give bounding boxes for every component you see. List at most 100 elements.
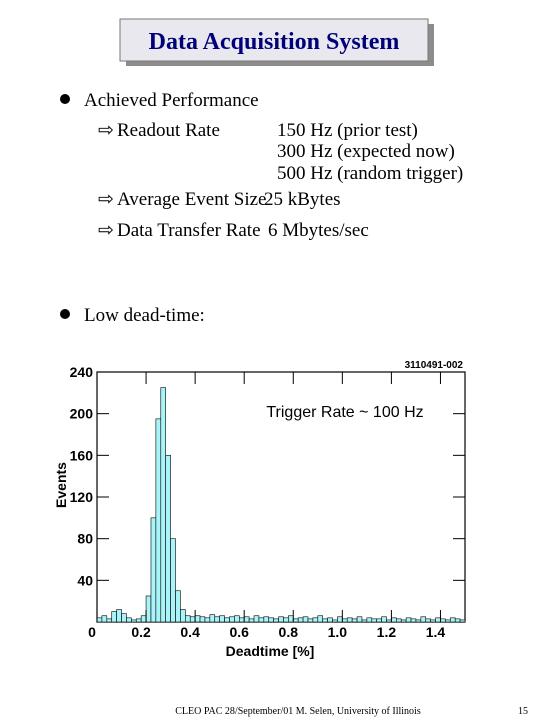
bar	[302, 616, 309, 623]
bar	[288, 615, 294, 623]
bar	[185, 615, 191, 623]
bar	[214, 616, 220, 623]
figure-id: 3110491-002	[405, 360, 464, 371]
bar	[342, 618, 348, 623]
bar	[386, 619, 392, 623]
item-value: 25 kBytes	[264, 189, 341, 210]
y-tick-label: 40	[77, 572, 93, 588]
bar	[351, 618, 358, 623]
item-value: 300 Hz (expected now)	[277, 141, 455, 162]
bar	[155, 418, 162, 623]
bar	[258, 617, 265, 623]
bar	[332, 619, 338, 623]
bar	[229, 616, 235, 623]
bar	[189, 616, 196, 623]
bar	[415, 619, 422, 623]
bar	[361, 619, 368, 623]
bar	[238, 617, 245, 623]
bar	[312, 617, 319, 623]
item-label: Average Event Size	[117, 189, 266, 210]
bar	[322, 618, 328, 623]
bar	[459, 619, 466, 623]
bar	[160, 387, 166, 623]
bar	[425, 618, 431, 623]
x-tick-label: 1.4	[426, 624, 446, 640]
bar	[356, 616, 363, 623]
bar	[268, 617, 274, 623]
bar	[292, 618, 299, 623]
bar	[224, 617, 230, 623]
bar	[96, 617, 103, 623]
bar	[278, 616, 284, 623]
bar	[165, 455, 171, 623]
bar	[219, 615, 225, 623]
bar	[199, 616, 206, 623]
bar	[307, 618, 314, 623]
title: Data Acquisition System	[149, 29, 400, 55]
bar	[263, 616, 270, 623]
y-tick-label: 200	[70, 406, 94, 422]
bar	[346, 617, 353, 623]
bar	[371, 618, 377, 623]
bar	[116, 609, 122, 623]
bar	[106, 618, 113, 623]
bar	[405, 617, 412, 623]
x-tick-label: 1.0	[328, 624, 348, 640]
bullet: Low dead-time:	[84, 305, 205, 326]
bar	[337, 616, 343, 623]
y-tick-label: 240	[70, 364, 94, 380]
bar	[297, 617, 304, 623]
x-tick-label: 0	[88, 624, 96, 640]
bar	[391, 617, 397, 623]
page-number: 15	[518, 706, 528, 717]
x-axis-label: Deadtime [%]	[226, 643, 315, 659]
bar	[400, 619, 407, 623]
bar	[111, 611, 117, 623]
bar	[283, 617, 289, 623]
bar	[135, 618, 142, 623]
bar	[150, 517, 157, 623]
item-value: 150 Hz (prior test)	[277, 120, 418, 141]
item-label: Readout Rate	[117, 120, 220, 141]
bar	[396, 618, 402, 623]
x-tick-label: 0.2	[131, 624, 151, 640]
arrow: ⇨	[98, 120, 114, 141]
item-value: 500 Hz (random trigger)	[277, 163, 463, 184]
bar	[194, 615, 201, 623]
y-tick-label: 120	[70, 489, 94, 505]
bar	[170, 538, 176, 623]
bar	[121, 613, 127, 623]
x-tick-label: 0.6	[229, 624, 249, 640]
bar	[366, 617, 373, 623]
footer: CLEO PAC 28/September/01 M. Selen, Unive…	[175, 706, 421, 717]
bar	[376, 618, 382, 623]
bar	[273, 618, 279, 623]
bar	[440, 618, 446, 623]
bar	[381, 616, 387, 623]
bar	[410, 618, 417, 623]
bar	[420, 616, 427, 623]
bar	[253, 615, 260, 623]
bar	[445, 619, 451, 623]
bar	[430, 619, 436, 623]
bar	[101, 615, 108, 623]
x-tick-label: 0.4	[180, 624, 200, 640]
bullet-dot	[60, 309, 70, 319]
bar	[454, 618, 461, 623]
title-box	[119, 18, 429, 62]
bullet-dot	[60, 94, 70, 104]
x-tick-label: 1.2	[377, 624, 397, 640]
bar	[317, 615, 324, 623]
bar	[327, 617, 333, 623]
item-value: 6 Mbytes/sec	[268, 220, 369, 241]
bar	[248, 618, 255, 623]
bullet: Achieved Performance	[84, 90, 259, 111]
bar	[243, 616, 250, 623]
y-tick-label: 160	[70, 447, 94, 463]
bar	[234, 615, 240, 623]
bar	[209, 614, 216, 623]
y-tick-label: 80	[77, 531, 93, 547]
annotation: Trigger Rate ~ 100 Hz	[266, 404, 423, 421]
y-axis-label: Events	[53, 462, 69, 508]
